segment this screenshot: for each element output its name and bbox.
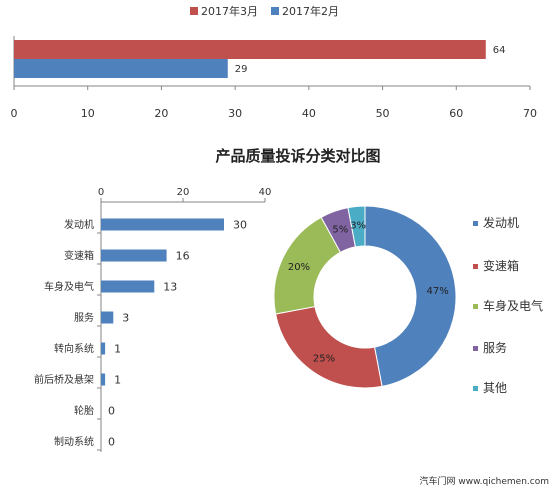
donut-legend-label: 车身及电气 <box>483 298 543 313</box>
donut-legend-swatch <box>473 264 478 269</box>
complaint-x-tick-label: 0 <box>98 187 104 198</box>
top-x-tick-label: 50 <box>376 107 390 120</box>
top-chart-x-ticks: 0 10 20 30 40 50 60 70 <box>11 86 537 120</box>
donut-legend-swatch <box>473 304 478 309</box>
top-x-tick-label: 0 <box>11 107 18 120</box>
complaint-bar <box>101 342 106 355</box>
complaint-bar-value: 16 <box>176 250 190 263</box>
top-bar-march-label: 64 <box>493 45 506 56</box>
donut-legend-label: 发动机 <box>483 215 519 230</box>
donut-chart: 47% 25% 20% 5% 3% <box>273 205 457 389</box>
top-legend: 2017年3月 2017年2月 <box>190 4 339 18</box>
donut-slice-label: 3% <box>350 220 366 231</box>
complaint-category-label: 发动机 <box>64 218 94 231</box>
top-x-tick-label: 70 <box>523 107 537 120</box>
complaint-bar-value: 1 <box>114 343 121 356</box>
complaint-bar <box>101 218 224 231</box>
complaint-bar-value: 30 <box>233 219 247 232</box>
donut-legend-swatch <box>473 386 478 391</box>
donut-legend-label: 其他 <box>483 381 507 395</box>
complaint-category-label: 服务 <box>74 311 94 324</box>
top-x-tick-label: 20 <box>154 107 168 120</box>
donut-slice-label: 47% <box>427 286 449 297</box>
complaint-bar-value: 13 <box>163 281 177 294</box>
top-bar-feb <box>14 59 228 78</box>
top-x-tick-label: 60 <box>449 107 463 120</box>
donut-legend-swatch <box>473 221 478 226</box>
top-x-tick-label: 40 <box>302 107 316 120</box>
complaint-category-label: 变速箱 <box>64 249 94 262</box>
legend-label-march: 2017年3月 <box>201 4 258 18</box>
complaint-bar <box>101 311 114 324</box>
complaint-x-tick-label: 40 <box>259 187 272 198</box>
complaint-category-label: 轮胎 <box>74 404 94 417</box>
complaint-category-label: 车身及电气 <box>44 280 94 293</box>
complaint-bar-chart: 0 20 40 发动机 30 变速箱 16 车身及电气 13 服务 3 转向系统 1 前后桥及悬架 1 轮胎… <box>34 187 271 452</box>
donut-slice-label: 20% <box>288 262 310 273</box>
top-bar-march <box>14 40 486 59</box>
complaint-bars: 发动机 30 变速箱 16 车身及电气 13 服务 3 转向系统 1 前后桥及悬架 1 轮胎 0 制动系统 0 <box>34 218 247 451</box>
complaint-category-label: 制动系统 <box>54 435 94 448</box>
legend-swatch-feb <box>271 7 279 15</box>
donut-slice-label: 25% <box>313 353 335 364</box>
complaint-bar-value: 3 <box>122 312 129 325</box>
complaint-bar <box>101 249 167 262</box>
top-x-tick-label: 10 <box>81 107 95 120</box>
top-bar-chart: 64 29 0 10 20 30 40 50 60 70 <box>11 36 537 120</box>
top-bar-feb-label: 29 <box>235 64 248 75</box>
donut-slice <box>364 205 457 387</box>
watermark: 汽车门网 www.qichemen.com <box>420 475 549 487</box>
top-x-tick-label: 30 <box>228 107 242 120</box>
donut-legend-swatch <box>473 346 478 351</box>
donut-slice <box>275 305 383 389</box>
complaint-x-tick-label: 20 <box>177 187 190 198</box>
complaint-category-label: 前后桥及悬架 <box>34 373 94 386</box>
complaint-bar-value: 1 <box>114 374 121 387</box>
complaint-bar <box>101 280 155 293</box>
legend-label-feb: 2017年2月 <box>282 4 339 18</box>
complaint-bar <box>101 373 106 386</box>
donut-slice-label: 5% <box>332 224 348 235</box>
legend-swatch-march <box>190 7 198 15</box>
complaint-category-label: 转向系统 <box>54 342 94 355</box>
donut-legend-label: 变速箱 <box>483 258 519 273</box>
donut-slice <box>347 205 366 248</box>
complaint-chart-x-ticks: 0 20 40 <box>98 187 272 202</box>
complaint-bar-value: 0 <box>108 405 115 418</box>
donut-legend-label: 服务 <box>483 340 507 355</box>
complaint-chart-title: 产品质量投诉分类对比图 <box>215 147 380 165</box>
complaint-bar-value: 0 <box>108 436 115 449</box>
